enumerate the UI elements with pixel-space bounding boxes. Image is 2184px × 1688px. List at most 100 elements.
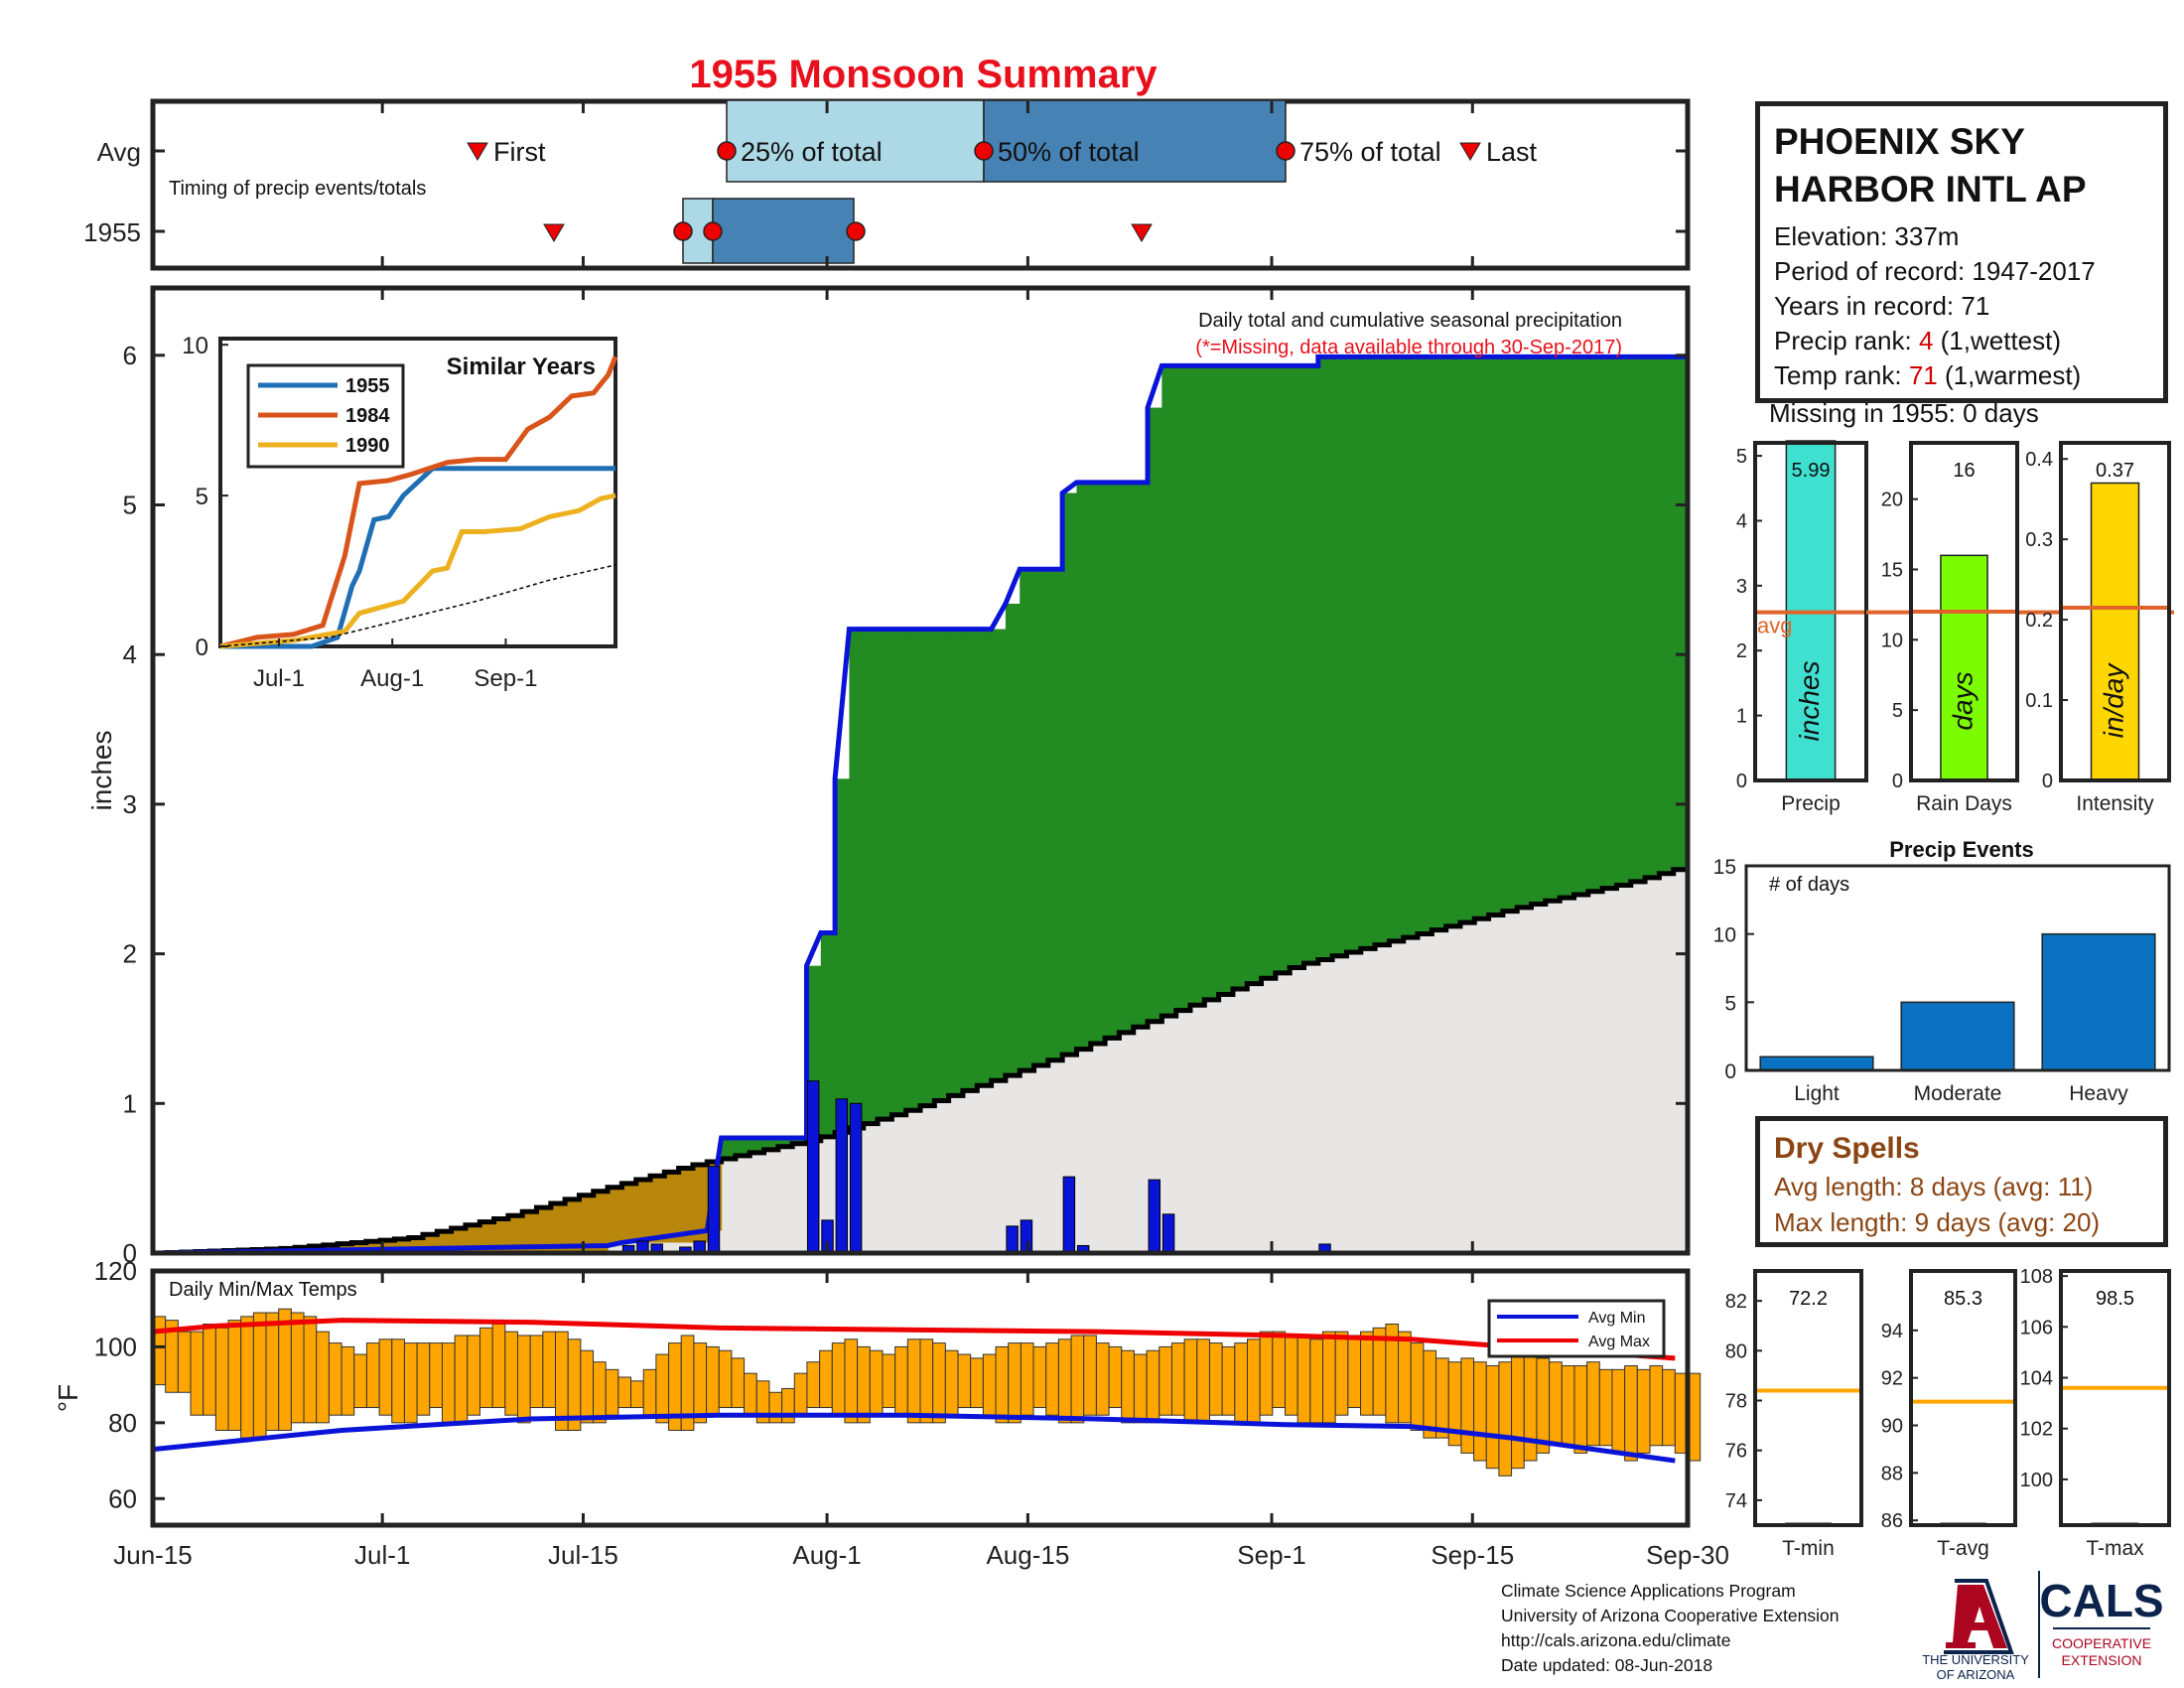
date-axis-labels: Jun-15 Jul-1 Jul-15 Aug-1 Aug-15 Sep-1 Sep-15 S… — [113, 101, 1729, 1570]
credits-line-3: http://cals.arizona.edu/climate — [1501, 1630, 1731, 1650]
surplus-area-day — [1459, 356, 1475, 923]
daily-temp-bar — [630, 1380, 644, 1409]
panel-y-tick-label-tmin: 74 — [1725, 1490, 1747, 1512]
main-y-tick-label: 4 — [123, 639, 137, 669]
surplus-area-day — [1332, 356, 1348, 956]
timing-panel: Avg 1955 Timing of precip events/totals … — [83, 98, 1691, 271]
credits: Climate Science Applications Program Uni… — [1501, 1579, 1839, 1678]
surplus-area-day — [1204, 365, 1220, 1000]
date-axis-label: Jul-15 — [548, 1540, 618, 1570]
panel-x-label-tmax: T-max — [2086, 1537, 2144, 1560]
precip-event-bar-moderate — [1900, 1001, 2015, 1071]
avg-last-marker — [1459, 142, 1481, 161]
legend-label-1990: 1990 — [345, 435, 390, 457]
ua-text-1: THE UNIVERSITY — [1922, 1652, 2029, 1667]
avg-q75-marker — [1276, 141, 1296, 161]
daily-temp-bar — [768, 1391, 783, 1424]
surplus-area-day — [1317, 356, 1333, 960]
surplus-area-day — [1261, 365, 1277, 979]
daily-temp-bar — [869, 1349, 884, 1416]
deficit-area-day — [579, 1195, 595, 1253]
daily-temp-bar — [1372, 1327, 1387, 1416]
surplus-area-day — [1375, 356, 1390, 945]
surplus-area-day — [1005, 603, 1021, 1076]
deficit-area-day — [664, 1172, 680, 1243]
daily-temp-bar — [290, 1312, 305, 1424]
daily-temp-bar — [303, 1316, 318, 1424]
inset-y-tick-label: 5 — [196, 484, 208, 510]
panel-frame-intensity — [2059, 441, 2171, 782]
deficit-area-day — [621, 1183, 637, 1243]
timing-caption: Timing of precip events/totals — [169, 178, 426, 200]
surplus-area-day — [1033, 569, 1049, 1066]
date-axis-label: Jun-15 — [113, 1540, 193, 1570]
daily-temp-bar — [1561, 1365, 1575, 1447]
surplus-area-day — [1418, 356, 1433, 934]
surplus-area-day — [920, 629, 935, 1106]
panel-x-label-rain_days: Rain Days — [1916, 792, 2012, 815]
panel-y-tick-label-precip_total: 3 — [1736, 576, 1747, 598]
panel-value-label-intensity: 0.37 — [2096, 460, 2134, 482]
year-q25-marker — [673, 221, 693, 241]
deficit-area-day — [536, 1207, 552, 1253]
surplus-area-day — [1133, 482, 1149, 1028]
surplus-area-day — [1389, 356, 1405, 941]
surplus-area-day — [777, 1137, 793, 1147]
surplus-area-day — [1630, 356, 1646, 882]
date-axis-label: Aug-1 — [792, 1540, 861, 1570]
precip-event-label: Heavy — [2069, 1082, 2128, 1105]
surplus-area-day — [1573, 356, 1589, 895]
surplus-area-day — [1119, 482, 1135, 1033]
daily-temp-bar — [227, 1320, 242, 1431]
daily-temp-bar — [806, 1361, 821, 1409]
daily-temp-bar — [1649, 1365, 1664, 1447]
events-y-tick-label: 10 — [1713, 924, 1736, 947]
surplus-area-day — [735, 1137, 751, 1156]
panel-y-tick-label-tmin: 78 — [1725, 1391, 1747, 1413]
panel-y-tick-label-intensity: 0.2 — [2025, 610, 2053, 632]
precip-event-label: Moderate — [1914, 1082, 2002, 1105]
surplus-area-day — [863, 629, 879, 1124]
panel-y-tick-label-rain_days: 10 — [1881, 630, 1903, 651]
daily-temp-bar — [793, 1372, 808, 1416]
year-q75-marker — [846, 221, 866, 241]
panel-y-tick-label-tmin: 76 — [1725, 1441, 1747, 1463]
surplus-area-day — [1602, 356, 1618, 889]
cals-logo: CALS COOPERATIVE EXTENSION — [2039, 1575, 2163, 1668]
panel-y-tick-label-precip_total: 5 — [1736, 446, 1747, 468]
main-y-tick-label: 3 — [123, 789, 137, 819]
daily-temp-bar — [593, 1361, 607, 1424]
surplus-area-day — [1303, 365, 1319, 964]
inset-x-tick-label: Sep-1 — [474, 665, 537, 692]
daily-temp-bar — [1398, 1331, 1412, 1424]
temp-y-tick-label: 100 — [94, 1332, 137, 1361]
daily-temp-bar — [882, 1353, 896, 1409]
daily-temp-bar — [1259, 1331, 1274, 1416]
main-chart-subtitle: (*=Missing, data available through 30-Se… — [1195, 337, 1622, 358]
main-plot-frame — [150, 285, 1691, 1256]
daily-temp-bar — [1095, 1342, 1110, 1416]
daily-temp-bar — [504, 1331, 518, 1416]
daily-temp-bar — [391, 1338, 405, 1424]
panel-background-tmin — [1755, 1271, 1861, 1525]
panel-y-tick-label-intensity: 0 — [2042, 771, 2053, 792]
credits-line-2: University of Arizona Cooperative Extens… — [1501, 1606, 1840, 1625]
similar-year-line-1990 — [219, 492, 616, 649]
panel-value-label-precip_total: 5.99 — [1792, 460, 1831, 482]
panel-x-label-intensity: Intensity — [2076, 792, 2154, 815]
daily-temp-bar — [491, 1323, 506, 1409]
timing-avg-label: Avg — [97, 137, 141, 167]
daily-temp-bar — [1334, 1331, 1349, 1416]
surplus-area-day — [1076, 482, 1092, 1050]
panel-y-tick-label-rain_days: 0 — [1892, 771, 1903, 792]
daily-temp-bar — [655, 1353, 670, 1424]
daily-temp-bar — [516, 1335, 531, 1424]
panel-y-tick-label-precip_total: 2 — [1736, 640, 1747, 662]
daily-temp-bar — [831, 1342, 846, 1416]
daily-temp-bar — [177, 1331, 192, 1393]
main-y-tick-label: 0 — [123, 1238, 137, 1268]
daily-temp-bar — [278, 1308, 292, 1431]
similar-years-ticks: 0 5 10 Jul-1 Aug-1 Sep-1 — [182, 333, 537, 692]
panel-y-tick-label-intensity: 0.4 — [2025, 449, 2053, 471]
